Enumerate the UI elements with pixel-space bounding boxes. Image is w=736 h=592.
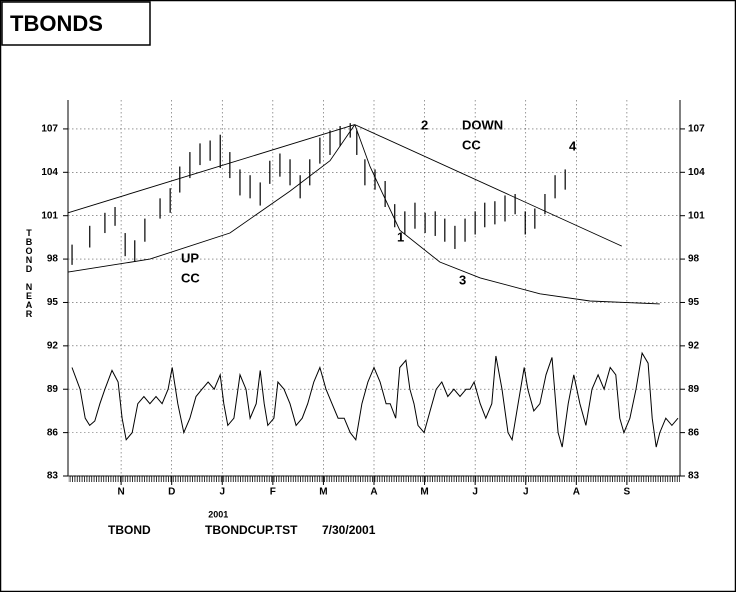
y-tick-label: 89 (688, 384, 700, 395)
x-tick-label: N (117, 487, 124, 498)
y-tick-label: 92 (47, 340, 59, 351)
y-tick-label: 101 (688, 210, 705, 221)
x-tick-label: M (420, 487, 428, 498)
x-tick-label: J (472, 487, 478, 498)
y-tick-label: 107 (41, 124, 58, 135)
trend-curve (354, 124, 660, 305)
trend-curve (67, 124, 356, 273)
y-tick-label: 83 (688, 471, 700, 482)
footer-text: TBOND (108, 523, 151, 537)
y-tick-label: 107 (688, 124, 705, 135)
annotation: UP (181, 250, 199, 265)
x-tick-label: A (370, 487, 377, 498)
chart-title: TBONDS (10, 11, 103, 36)
annotation: CC (181, 270, 200, 285)
y-tick-label: 104 (688, 167, 705, 178)
x-tick-label: F (270, 487, 276, 498)
x-tick-label: J (523, 487, 529, 498)
y-tick-label: 83 (47, 471, 59, 482)
trend-curve (67, 124, 355, 214)
annotation: 4 (569, 138, 577, 153)
x-tick-label: D (168, 487, 175, 498)
y-tick-label: 89 (47, 384, 59, 395)
footer-text: 7/30/2001 (322, 523, 376, 537)
year-label: 2001 (208, 509, 228, 519)
annotation: DOWN (462, 117, 503, 132)
x-tick-label: M (319, 487, 327, 498)
x-tick-label: A (573, 487, 580, 498)
title-box (1, 1, 151, 46)
y-tick-label: 95 (47, 297, 59, 308)
y-tick-label: 86 (47, 427, 59, 438)
x-tick-label: J (219, 487, 225, 498)
x-tick-label: S (624, 487, 631, 498)
y-tick-label: 98 (47, 254, 59, 265)
footer-text: TBONDCUP.TST (205, 523, 298, 537)
y-tick-label: 101 (41, 210, 58, 221)
trend-curve (354, 124, 622, 247)
y-tick-label: 98 (688, 254, 700, 265)
y-tick-label: 92 (688, 340, 700, 351)
y-tick-label: 86 (688, 427, 700, 438)
annotation: 3 (459, 272, 466, 287)
y-tick-label: 104 (41, 167, 58, 178)
annotation: CC (462, 137, 481, 152)
oscillator-line (71, 351, 679, 448)
y-axis-label: TBOND NEAR (24, 228, 34, 318)
annotation: 1 (397, 229, 404, 244)
y-tick-label: 95 (688, 297, 700, 308)
